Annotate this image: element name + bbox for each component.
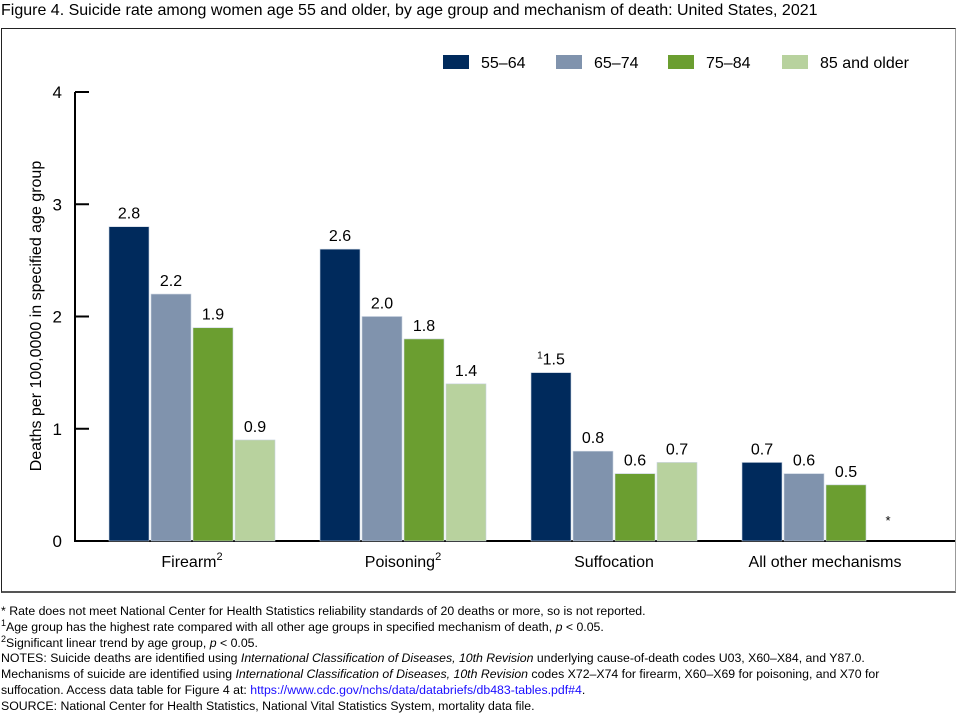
- data-label: 2.6: [329, 228, 351, 245]
- data-label-value: 1.5: [543, 352, 565, 369]
- bar: [530, 372, 572, 542]
- data-label: 0.5: [835, 464, 857, 481]
- notes-icd-title: International Classification of Diseases…: [240, 651, 534, 666]
- data-label: 1.4: [455, 363, 477, 380]
- category-label: Firearm2: [161, 551, 222, 571]
- not-reported-marker: *: [885, 513, 890, 528]
- bar: [825, 484, 867, 542]
- y-tick-label: 0: [53, 532, 62, 551]
- data-label: 2.2: [160, 273, 182, 290]
- legend-swatch: [443, 55, 469, 69]
- footnote-2-text: Significant linear trend by age group,: [6, 635, 210, 650]
- bar: [445, 383, 487, 542]
- footnote-asterisk: * Rate does not meet National Center for…: [1, 604, 646, 618]
- category-label: Poisoning2: [365, 551, 441, 571]
- legend-swatch: [668, 55, 694, 69]
- bar: [361, 316, 403, 542]
- notes-line-1: NOTES: Suicide deaths are identified usi…: [1, 651, 879, 667]
- notes-text: underlying cause-of-death codes U03, X60…: [533, 651, 865, 666]
- data-label: 11.5: [537, 351, 565, 369]
- footnote-2-mark: 2: [1, 633, 7, 644]
- category-label-text: Firearm: [161, 554, 216, 571]
- data-label-superscript: 1: [537, 351, 543, 362]
- legend-label: 65–74: [594, 55, 639, 72]
- category-label-superscript: 2: [435, 551, 441, 563]
- bar: [150, 293, 192, 542]
- bar: [108, 226, 150, 542]
- category-label-text: All other mechanisms: [749, 554, 902, 571]
- footnote-2-threshold: < 0.05.: [216, 635, 258, 650]
- footnote-1-threshold: < 0.05.: [562, 619, 604, 634]
- bar: [614, 473, 656, 542]
- footnotes: * Rate does not meet National Center for…: [1, 604, 879, 715]
- bar: [783, 473, 825, 542]
- legend-swatch: [556, 55, 582, 69]
- notes-text: Mechanisms of suicide are identified usi…: [1, 667, 236, 682]
- footnote-1: 1Age group has the highest rate compared…: [1, 617, 879, 636]
- data-label: 0.9: [244, 419, 266, 436]
- category-label-superscript: 2: [216, 551, 222, 563]
- legend-swatch: [782, 55, 808, 69]
- y-tick-label: 2: [53, 308, 62, 327]
- category-label: All other mechanisms: [749, 554, 902, 571]
- notes-text: NOTES: Suicide deaths are identified usi…: [1, 651, 241, 666]
- legend-label: 85 and older: [820, 55, 910, 72]
- data-label: 0.6: [793, 453, 815, 470]
- data-label: 0.6: [624, 453, 646, 470]
- source-line: SOURCE: National Center for Health Stati…: [1, 698, 535, 713]
- data-label: 2.0: [371, 296, 393, 313]
- footnote-1-mark: 1: [1, 617, 7, 628]
- data-label: 0.8: [582, 430, 604, 447]
- bar: [741, 462, 783, 542]
- y-axis-label: Deaths per 100,0000 in specified age gro…: [28, 161, 45, 472]
- figure-title: Figure 4. Suicide rate among women age 5…: [1, 2, 818, 19]
- y-tick-label: 4: [53, 83, 62, 102]
- chart-frame: [1, 28, 956, 593]
- bar: [319, 248, 361, 542]
- data-label: 1.8: [413, 318, 435, 335]
- legend-label: 55–64: [481, 55, 526, 72]
- data-table-link[interactable]: https://www.cdc.gov/nchs/data/databriefs…: [250, 682, 582, 697]
- p-symbol: p: [555, 619, 563, 634]
- data-label: 0.7: [666, 441, 688, 458]
- data-label: 2.8: [118, 206, 140, 223]
- notes-text: codes X72–X74 for firearm, X60–X69 for p…: [528, 667, 880, 682]
- bar: [403, 338, 445, 542]
- data-label: 0.7: [751, 441, 773, 458]
- bar: [234, 439, 276, 542]
- bar: [572, 450, 614, 542]
- notes-line-2: Mechanisms of suicide are identified usi…: [1, 667, 879, 683]
- notes-text: .: [581, 682, 586, 697]
- bar: [656, 462, 698, 542]
- legend-label: 75–84: [706, 55, 751, 72]
- category-label-text: Suffocation: [574, 554, 654, 571]
- category-label: Suffocation: [574, 554, 654, 571]
- data-label: 1.9: [202, 307, 224, 324]
- bar: [192, 327, 234, 542]
- p-symbol: p: [209, 635, 217, 650]
- bar-chart: 0 1 2 3 4 Deaths per 100,0000 in specified ag…: [28, 55, 955, 571]
- footnote-1-text: Age group has the highest rate compared …: [6, 619, 556, 634]
- notes-text: suffocation. Access data table for Figur…: [1, 682, 251, 697]
- footnote-2: 2Significant linear trend by age group, …: [1, 633, 879, 652]
- notes-line-3: suffocation. Access data table for Figur…: [1, 683, 879, 699]
- category-label-text: Poisoning: [365, 554, 435, 571]
- notes-icd-title: International Classification of Diseases…: [235, 667, 528, 682]
- y-tick-label: 3: [53, 195, 62, 214]
- y-tick-label: 1: [53, 420, 62, 439]
